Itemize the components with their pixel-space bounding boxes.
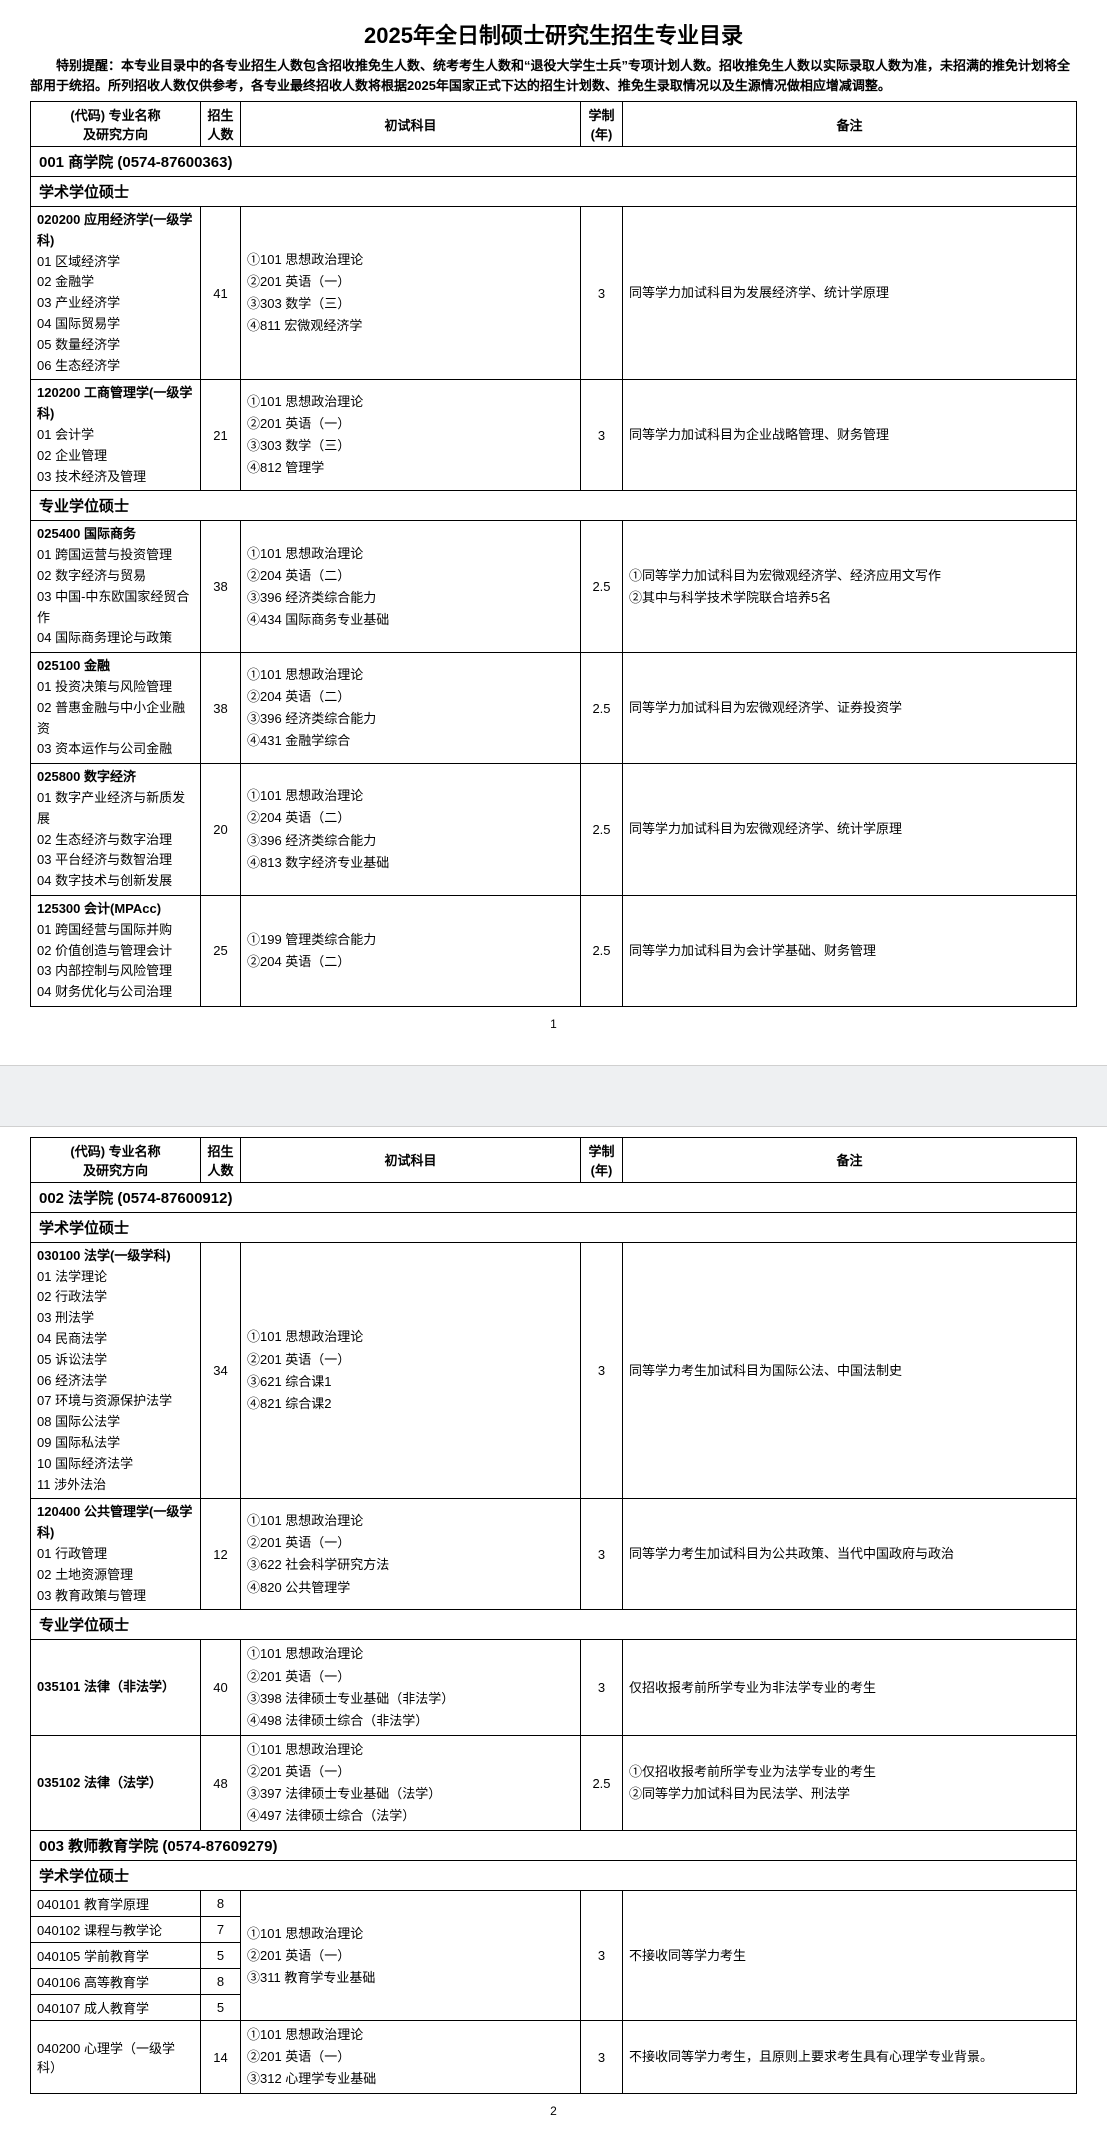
col-code-name: (代码) 专业名称 及研究方向 bbox=[31, 102, 201, 147]
major-row: 025400 国际商务01 跨国运营与投资管理02 数字经济与贸易03 中国-中… bbox=[31, 521, 1077, 653]
col-subjects: 初试科目 bbox=[241, 1137, 581, 1182]
page-gap bbox=[0, 1065, 1107, 1127]
major-row: 020200 应用经济学(一级学科)01 区域经济学02 金融学03 产业经济学… bbox=[31, 207, 1077, 380]
major-row: 030100 法学(一级学科)01 法学理论02 行政法学03 刑法学04 民商… bbox=[31, 1242, 1077, 1499]
catalog-table-1: (代码) 专业名称 及研究方向 招生 人数 初试科目 学制 (年) 备注 001… bbox=[30, 101, 1077, 1007]
header-row: (代码) 专业名称 及研究方向 招生 人数 初试科目 学制 (年) 备注 bbox=[31, 102, 1077, 147]
col-remark: 备注 bbox=[623, 1137, 1077, 1182]
major-row: 035102 法律（法学）48①101 思想政治理论②201 英语（一）③397… bbox=[31, 1735, 1077, 1830]
edu-row: 040101 教育学原理8①101 思想政治理论②201 英语（一）③311 教… bbox=[31, 1891, 1077, 1917]
major-row: 025100 金融01 投资决策与风险管理02 普惠金融与中小企业融资03 资本… bbox=[31, 653, 1077, 764]
col-years: 学制 (年) bbox=[581, 1137, 623, 1182]
section-row: 专业学位硕士 bbox=[31, 491, 1077, 521]
school-row: 002 法学院 (0574-87600912) bbox=[31, 1182, 1077, 1212]
school-row: 001 商学院 (0574-87600363) bbox=[31, 147, 1077, 177]
major-row: 025800 数字经济01 数字产业经济与新质发展02 生态经济与数字治理03 … bbox=[31, 764, 1077, 896]
major-row: 125300 会计(MPAcc)01 跨国经营与国际并购02 价值创造与管理会计… bbox=[31, 895, 1077, 1006]
page-1: 2025年全日制硕士研究生招生专业目录 特别提醒：本专业目录中的各专业招生人数包… bbox=[0, 0, 1107, 1065]
page-number-1: 1 bbox=[30, 1017, 1077, 1031]
col-quota: 招生 人数 bbox=[201, 1137, 241, 1182]
doc-title: 2025年全日制硕士研究生招生专业目录 bbox=[30, 18, 1077, 50]
page-number-2: 2 bbox=[30, 2104, 1077, 2118]
col-years: 学制 (年) bbox=[581, 102, 623, 147]
header-row: (代码) 专业名称 及研究方向 招生 人数 初试科目 学制 (年) 备注 bbox=[31, 1137, 1077, 1182]
page-2: (代码) 专业名称 及研究方向 招生 人数 初试科目 学制 (年) 备注 002… bbox=[0, 1127, 1107, 2152]
major-row: 035101 法律（非法学）40①101 思想政治理论②201 英语（一）③39… bbox=[31, 1640, 1077, 1735]
section-row: 学术学位硕士 bbox=[31, 1212, 1077, 1242]
section-row: 专业学位硕士 bbox=[31, 1610, 1077, 1640]
psych-row: 040200 心理学（一级学科）14①101 思想政治理论②201 英语（一）③… bbox=[31, 2021, 1077, 2094]
col-remark: 备注 bbox=[623, 102, 1077, 147]
school-row: 003 教师教育学院 (0574-87609279) bbox=[31, 1831, 1077, 1861]
major-row: 120200 工商管理学(一级学科)01 会计学02 企业管理03 技术经济及管… bbox=[31, 380, 1077, 491]
col-subjects: 初试科目 bbox=[241, 102, 581, 147]
catalog-table-2: (代码) 专业名称 及研究方向 招生 人数 初试科目 学制 (年) 备注 002… bbox=[30, 1137, 1077, 2095]
col-quota: 招生 人数 bbox=[201, 102, 241, 147]
major-row: 120400 公共管理学(一级学科)01 行政管理02 土地资源管理03 教育政… bbox=[31, 1499, 1077, 1610]
section-row: 学术学位硕士 bbox=[31, 177, 1077, 207]
notice-text: 特别提醒：本专业目录中的各专业招生人数包含招收推免生人数、统考考生人数和“退役大… bbox=[30, 56, 1077, 95]
col-code-name: (代码) 专业名称 及研究方向 bbox=[31, 1137, 201, 1182]
section-row: 学术学位硕士 bbox=[31, 1861, 1077, 1891]
